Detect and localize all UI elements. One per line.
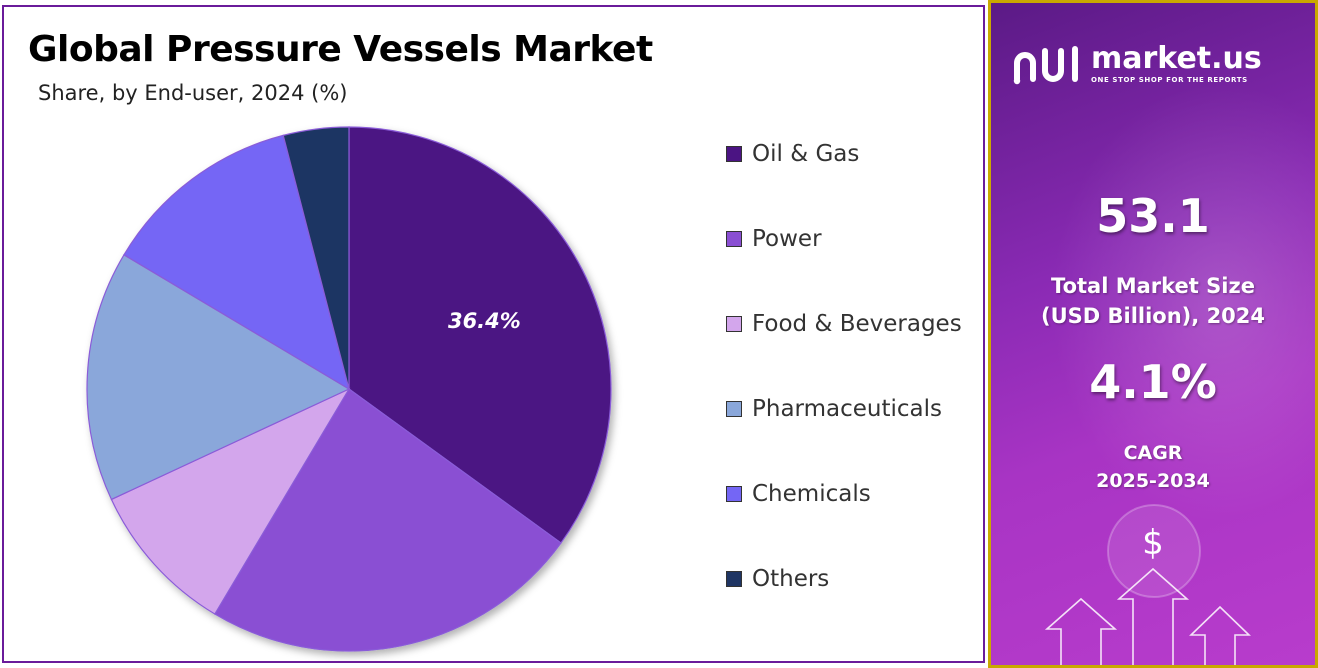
- pie-slice-chemicals: [123, 134, 350, 391]
- cagr-label-block: CAGR 2025-2034: [991, 439, 1315, 495]
- market-size-label-line2: (USD Billion), 2024: [1040, 304, 1266, 328]
- market-us-logo-icon: [1013, 46, 1078, 85]
- legend-item: Chemicals: [726, 479, 871, 509]
- market-size-value: 53.1: [1096, 189, 1210, 243]
- pie-slice-pharmaceuticals: [86, 253, 351, 501]
- legend-label: Chemicals: [752, 481, 871, 507]
- market-size-label-block: Total Market Size (USD Billion), 2024: [991, 271, 1315, 331]
- legend-item: Oil & Gas: [726, 139, 859, 169]
- legend-item: Food & Beverages: [726, 309, 962, 339]
- legend-item: Power: [726, 224, 822, 254]
- brand-tagline: ONE STOP SHOP FOR THE REPORTS: [1091, 76, 1248, 84]
- legend-item: Others: [726, 564, 829, 594]
- cagr-label-line2: 2025-2034: [1096, 470, 1210, 492]
- legend-swatch: [726, 486, 742, 502]
- summary-panel: market.us ONE STOP SHOP FOR THE REPORTS …: [988, 0, 1318, 668]
- market-size-label-line1: Total Market Size: [1051, 274, 1255, 298]
- legend-swatch: [726, 146, 742, 162]
- legend-label: Power: [752, 226, 822, 252]
- chart-title: Global Pressure Vessels Market: [28, 29, 653, 70]
- legend-item: Pharmaceuticals: [726, 394, 942, 424]
- legend-swatch: [726, 401, 742, 417]
- cagr-label-line1: CAGR: [1123, 442, 1183, 464]
- dollar-sign: $: [1142, 523, 1164, 563]
- pie-slice-oil-gas: [348, 126, 612, 544]
- legend-label: Others: [752, 566, 830, 592]
- legend-swatch: [726, 316, 742, 332]
- data-label-0: 36.4%: [448, 309, 521, 333]
- brand-logo: market.us ONE STOP SHOP FOR THE REPORTS: [1011, 41, 1262, 87]
- legend-swatch: [726, 231, 742, 247]
- pie-slice-food-beverages: [110, 387, 351, 615]
- pie-chart: 36.4%: [86, 126, 612, 652]
- chart-panel: Global Pressure Vessels Market Share, by…: [2, 5, 985, 663]
- background-decoration: [1044, 83, 1315, 665]
- brand-name: market.us: [1091, 41, 1262, 76]
- pie-slice-power: [213, 388, 562, 652]
- legend-label: Oil & Gas: [752, 141, 860, 167]
- growth-arrows-icon: [1044, 567, 1251, 665]
- market-size-value-block: 53.1: [991, 189, 1315, 243]
- legend-label: Pharmaceuticals: [752, 396, 942, 422]
- dollar-coin-icon: [1107, 504, 1201, 598]
- cagr-value: 4.1%: [1089, 355, 1217, 409]
- legend-swatch: [726, 571, 742, 587]
- cagr-value-block: 4.1%: [991, 355, 1315, 409]
- chart-subtitle: Share, by End-user, 2024 (%): [38, 81, 348, 105]
- legend-label: Food & Beverages: [752, 311, 962, 337]
- pie-slice-others: [282, 126, 350, 390]
